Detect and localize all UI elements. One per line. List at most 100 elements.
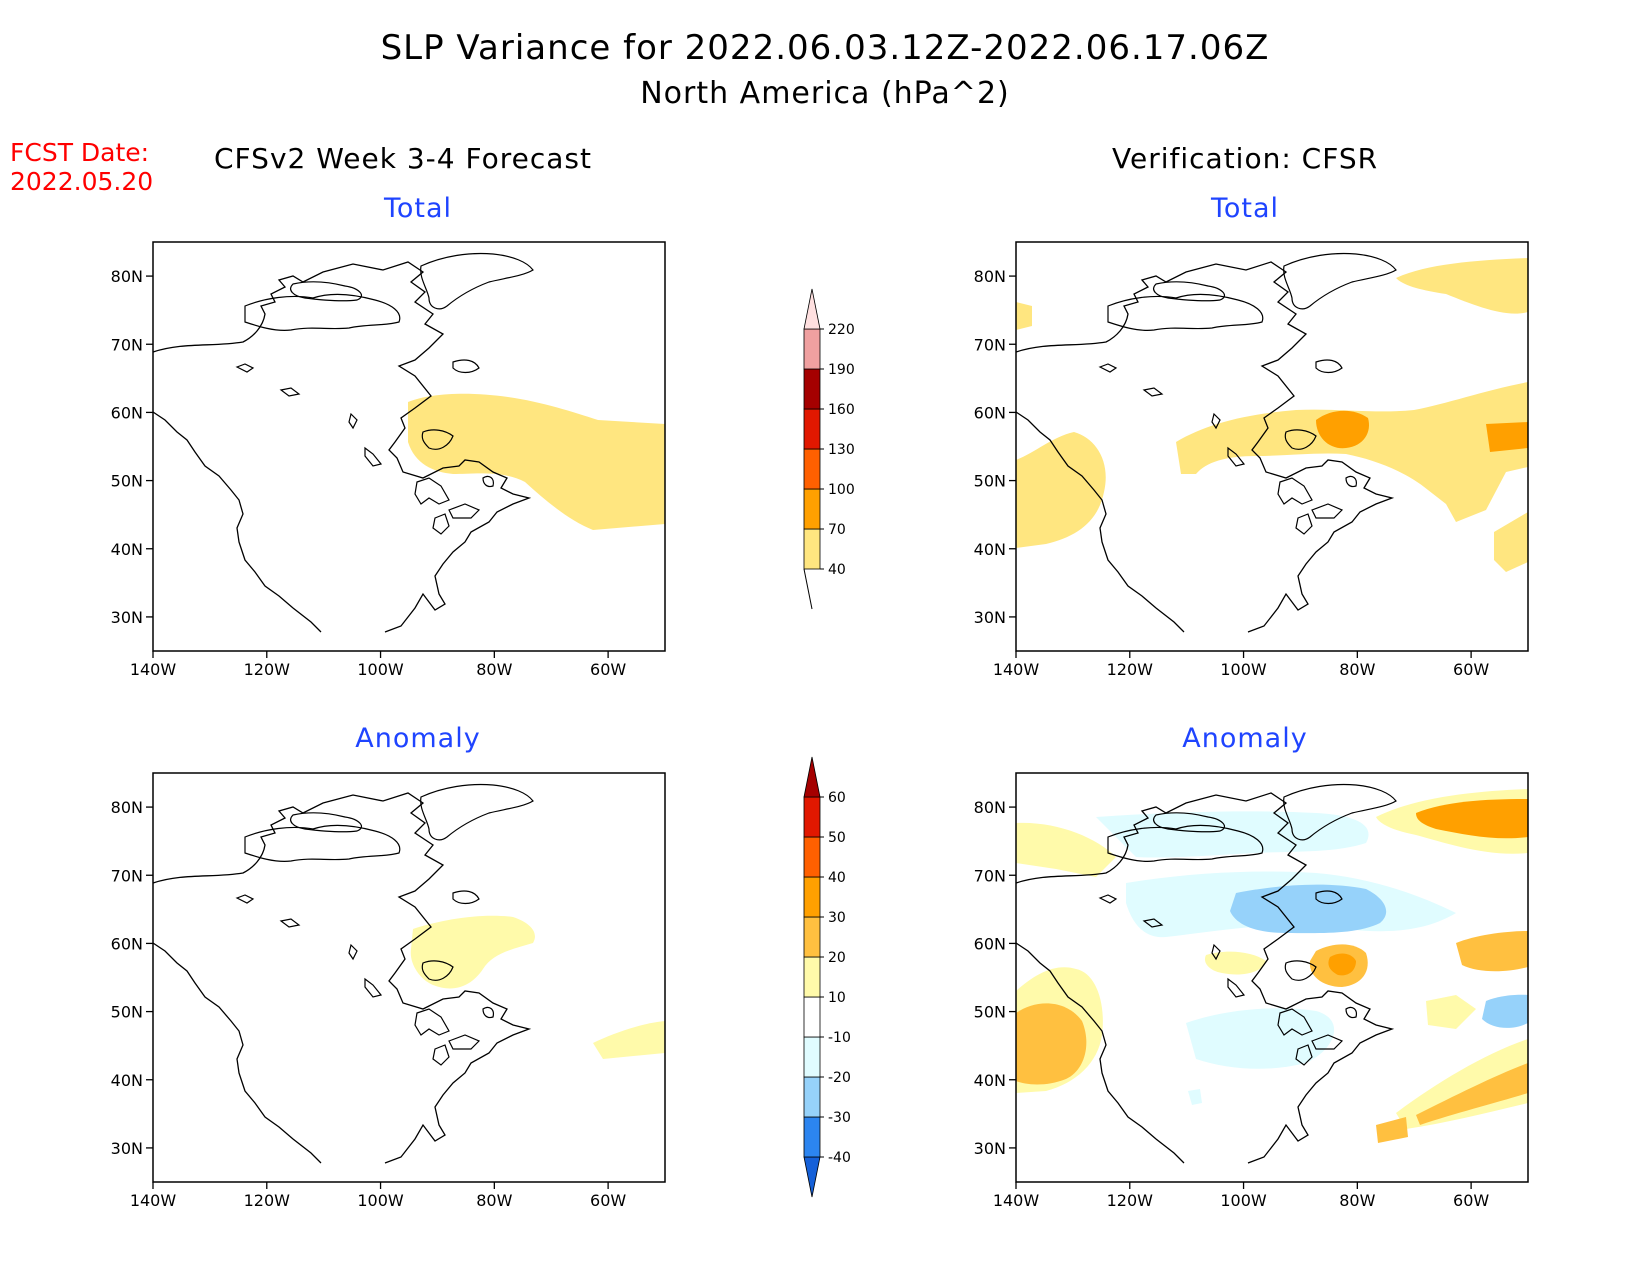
lat-label: 80N bbox=[974, 798, 1006, 817]
forecast-column-title: CFSv2 Week 3-4 Forecast bbox=[214, 142, 592, 175]
lat-label: 30N bbox=[974, 1139, 1006, 1158]
lon-label: 100W bbox=[1220, 1191, 1267, 1210]
lat-label: 80N bbox=[111, 267, 143, 286]
colorbar-label: -30 bbox=[828, 1110, 851, 1126]
lon-label: 140W bbox=[130, 1191, 177, 1210]
lon-label: 100W bbox=[357, 660, 404, 679]
lat-label: 40N bbox=[974, 1071, 1006, 1090]
colorbar-label: 190 bbox=[828, 362, 855, 378]
colorbar-label: -10 bbox=[828, 1030, 851, 1046]
lat-label: 30N bbox=[111, 608, 143, 627]
colorbar-label: 20 bbox=[828, 950, 846, 966]
colorbar-label: 130 bbox=[828, 442, 855, 458]
colorbar-bottom-triangle bbox=[803, 1156, 821, 1198]
lon-label: 80W bbox=[476, 1191, 512, 1210]
colorbar-segment bbox=[803, 956, 821, 998]
colorbar-segment bbox=[803, 408, 821, 450]
lon-label: 120W bbox=[1107, 660, 1154, 679]
colorbar-segment bbox=[803, 1036, 821, 1078]
colorbar-segment bbox=[803, 796, 821, 838]
lon-label: 60W bbox=[590, 660, 626, 679]
colorbar-top-triangle bbox=[803, 756, 821, 798]
lon-label: 80W bbox=[1339, 660, 1375, 679]
colorbar-tail bbox=[803, 568, 813, 610]
chart-subtitle: North America (hPa^2) bbox=[640, 76, 1010, 111]
colorbar-label: 50 bbox=[828, 830, 846, 846]
lon-label: 80W bbox=[476, 660, 512, 679]
colorbar-label: 160 bbox=[828, 402, 855, 418]
forecast-total-title: Total bbox=[383, 193, 453, 224]
colorbar-segment bbox=[803, 916, 821, 958]
lat-label: 50N bbox=[974, 1003, 1006, 1022]
lat-label: 50N bbox=[111, 472, 143, 491]
lon-label: 60W bbox=[1453, 660, 1489, 679]
colorbar-segment bbox=[803, 876, 821, 918]
chart-title: SLP Variance for 2022.06.03.12Z-2022.06.… bbox=[380, 28, 1270, 68]
colorbar-segment bbox=[803, 1076, 821, 1118]
colorbar-segment bbox=[803, 328, 821, 370]
forecast-anomaly-map bbox=[152, 772, 666, 1183]
forecast-total-map bbox=[152, 241, 666, 652]
lat-label: 40N bbox=[111, 1071, 143, 1090]
colorbar-segment bbox=[803, 996, 821, 1038]
colorbar-label: -40 bbox=[828, 1150, 851, 1166]
colorbar-segment bbox=[803, 488, 821, 530]
lon-label: 120W bbox=[244, 1191, 291, 1210]
verification-anomaly-axes: 80N 70N 60N 50N 40N 30N 140W 120W 100W 80W 60W bbox=[974, 798, 1490, 1210]
verification-anomaly-map bbox=[1015, 772, 1529, 1183]
fcst-date-block: FCST Date: 2022.05.20 bbox=[10, 138, 153, 196]
verification-total-title: Total bbox=[1210, 193, 1280, 224]
lon-label: 120W bbox=[244, 660, 291, 679]
colorbar-label: 100 bbox=[828, 482, 855, 498]
lat-label: 60N bbox=[111, 934, 143, 953]
colorbar-label: 40 bbox=[828, 562, 846, 578]
lon-label: 100W bbox=[1220, 660, 1267, 679]
fcst-date-label: FCST Date: bbox=[10, 138, 150, 167]
colorbar-label: -20 bbox=[828, 1070, 851, 1086]
lat-label: 80N bbox=[974, 267, 1006, 286]
lat-label: 60N bbox=[974, 403, 1006, 422]
lat-label: 60N bbox=[111, 403, 143, 422]
lat-label: 80N bbox=[111, 798, 143, 817]
lon-label: 120W bbox=[1107, 1191, 1154, 1210]
colorbar-segment bbox=[803, 368, 821, 410]
forecast-total-axes: 80N 70N 60N 50N 40N 30N 140W 120W 100W 80W 60W bbox=[111, 267, 627, 679]
lon-label: 140W bbox=[130, 660, 177, 679]
colorbar-top-triangle bbox=[803, 288, 821, 330]
colorbar-label: 40 bbox=[828, 870, 846, 886]
lat-label: 40N bbox=[974, 540, 1006, 559]
colorbar-label: 30 bbox=[828, 910, 846, 926]
lon-label: 140W bbox=[993, 1191, 1040, 1210]
forecast-anomaly-title: Anomaly bbox=[355, 723, 481, 754]
verification-column-title: Verification: CFSR bbox=[1112, 142, 1379, 175]
lat-label: 70N bbox=[111, 866, 143, 885]
lat-label: 60N bbox=[974, 934, 1006, 953]
lat-label: 40N bbox=[111, 540, 143, 559]
lon-label: 60W bbox=[590, 1191, 626, 1210]
lon-label: 140W bbox=[993, 660, 1040, 679]
lon-label: 100W bbox=[357, 1191, 404, 1210]
colorbar-label: 60 bbox=[828, 790, 846, 806]
total-colorbar: 40 70 100 130 160 190 220 bbox=[803, 288, 855, 610]
lat-label: 70N bbox=[974, 866, 1006, 885]
lat-label: 50N bbox=[974, 472, 1006, 491]
lat-label: 30N bbox=[111, 1139, 143, 1158]
colorbar-label: 220 bbox=[828, 322, 855, 338]
colorbar-label: 70 bbox=[828, 522, 846, 538]
verification-total-axes: 80N 70N 60N 50N 40N 30N 140W 120W 100W 80W 60W bbox=[974, 267, 1490, 679]
fcst-date-value: 2022.05.20 bbox=[10, 167, 154, 196]
colorbar-segment bbox=[803, 448, 821, 490]
verification-anomaly-title: Anomaly bbox=[1182, 723, 1308, 754]
colorbar-segment bbox=[803, 836, 821, 878]
lat-label: 50N bbox=[111, 1003, 143, 1022]
forecast-anomaly-axes: 80N 70N 60N 50N 40N 30N 140W 120W 100W 80W 60W bbox=[111, 798, 627, 1210]
colorbar-label: 10 bbox=[828, 990, 846, 1006]
lat-label: 70N bbox=[974, 335, 1006, 354]
lat-label: 30N bbox=[974, 608, 1006, 627]
lon-label: 60W bbox=[1453, 1191, 1489, 1210]
verification-total-map bbox=[1015, 241, 1529, 652]
anomaly-colorbar: -40 -30 -20 -10 10 20 30 40 50 60 bbox=[803, 756, 851, 1198]
colorbar-segment bbox=[803, 1116, 821, 1158]
lat-label: 70N bbox=[111, 335, 143, 354]
